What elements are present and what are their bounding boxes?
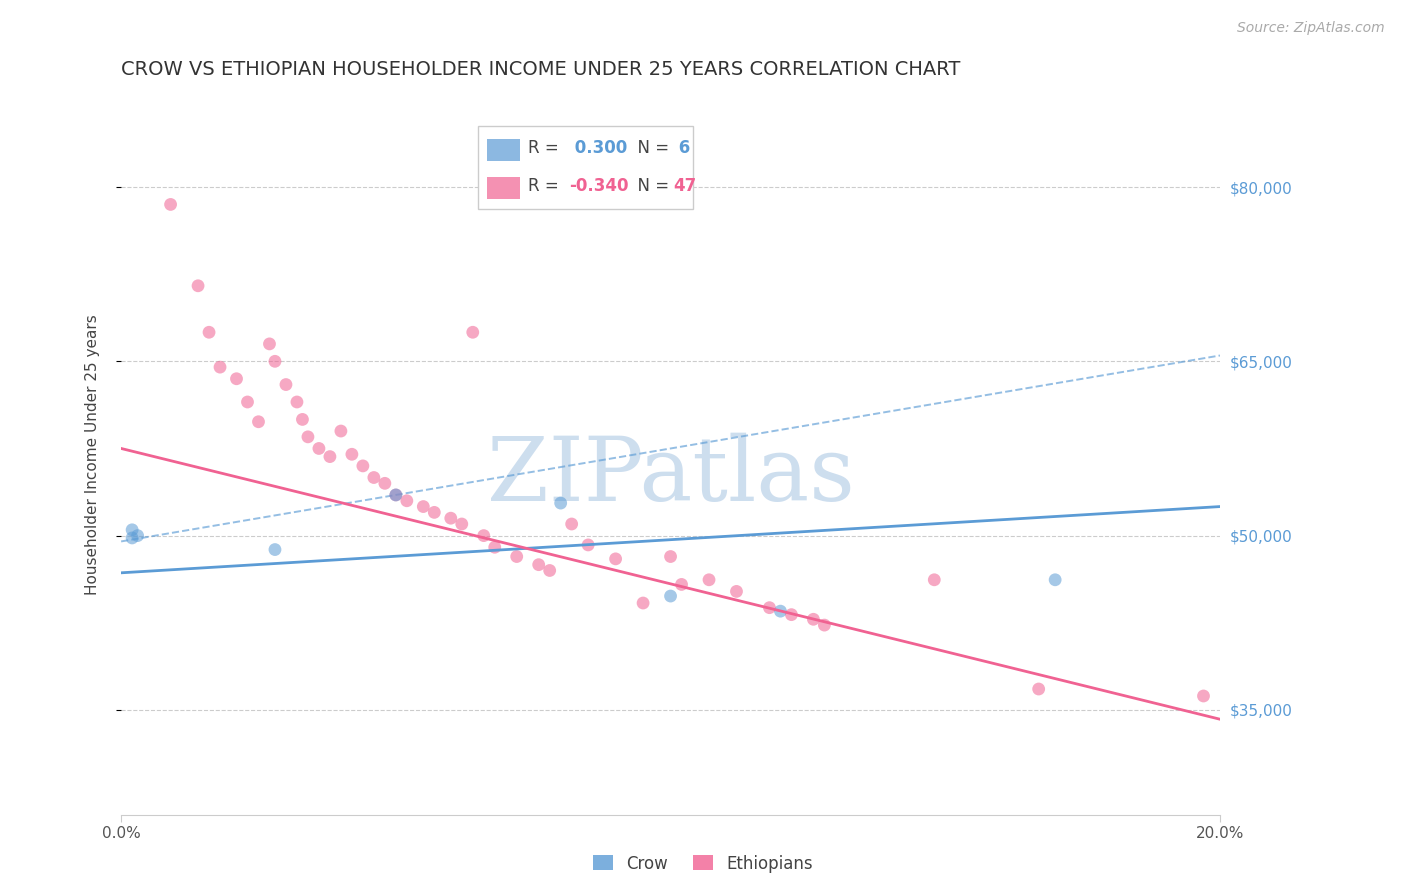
Point — [671, 577, 693, 591]
Point — [363, 470, 385, 484]
Point — [319, 450, 342, 464]
Point — [922, 573, 945, 587]
Point — [1043, 573, 1066, 587]
Point — [1028, 681, 1050, 696]
Point — [340, 447, 363, 461]
Point — [121, 523, 143, 537]
Point — [297, 430, 319, 444]
Point — [659, 589, 682, 603]
Point — [697, 573, 720, 587]
Point — [259, 337, 281, 351]
Text: 47: 47 — [672, 177, 696, 194]
FancyBboxPatch shape — [486, 139, 520, 161]
Point — [208, 360, 231, 375]
Point — [274, 377, 297, 392]
Point — [385, 488, 408, 502]
Point — [780, 607, 803, 622]
Point — [461, 325, 484, 339]
Point — [412, 500, 434, 514]
Point — [725, 584, 748, 599]
Text: N =: N = — [627, 139, 673, 157]
Legend: Crow, Ethiopians: Crow, Ethiopians — [586, 848, 820, 880]
Point — [1192, 689, 1215, 703]
Point — [395, 493, 418, 508]
Point — [159, 197, 181, 211]
Point — [484, 541, 506, 555]
Text: -0.340: -0.340 — [569, 177, 628, 194]
Point — [308, 442, 330, 456]
FancyBboxPatch shape — [478, 127, 693, 210]
Point — [385, 488, 408, 502]
Point — [631, 596, 654, 610]
Text: Source: ZipAtlas.com: Source: ZipAtlas.com — [1237, 21, 1385, 35]
Point — [187, 278, 209, 293]
Point — [538, 564, 561, 578]
Point — [450, 516, 472, 531]
Point — [605, 552, 627, 566]
Point — [225, 372, 247, 386]
Text: 0.300: 0.300 — [569, 139, 627, 157]
Point — [803, 612, 825, 626]
Point — [264, 542, 287, 557]
Point — [659, 549, 682, 564]
Point — [236, 395, 259, 409]
Point — [561, 516, 583, 531]
Text: R =: R = — [527, 177, 564, 194]
Point — [127, 528, 149, 542]
Text: N =: N = — [627, 177, 673, 194]
Point — [769, 604, 792, 618]
FancyBboxPatch shape — [486, 177, 520, 199]
Point — [352, 458, 374, 473]
Point — [329, 424, 352, 438]
Point — [247, 415, 270, 429]
Text: ZIPatlas: ZIPatlas — [486, 433, 855, 519]
Point — [374, 476, 396, 491]
Point — [440, 511, 463, 525]
Point — [198, 325, 221, 339]
Text: 6: 6 — [672, 139, 690, 157]
Point — [423, 505, 446, 519]
Point — [285, 395, 308, 409]
Text: CROW VS ETHIOPIAN HOUSEHOLDER INCOME UNDER 25 YEARS CORRELATION CHART: CROW VS ETHIOPIAN HOUSEHOLDER INCOME UND… — [121, 60, 960, 78]
Point — [472, 528, 495, 542]
Point — [550, 496, 572, 510]
Point — [291, 412, 314, 426]
Point — [121, 531, 143, 545]
Y-axis label: Householder Income Under 25 years: Householder Income Under 25 years — [86, 314, 100, 595]
Point — [758, 600, 780, 615]
Point — [576, 538, 599, 552]
Point — [506, 549, 529, 564]
Point — [264, 354, 287, 368]
Point — [527, 558, 550, 572]
Point — [813, 618, 835, 632]
Text: R =: R = — [527, 139, 564, 157]
